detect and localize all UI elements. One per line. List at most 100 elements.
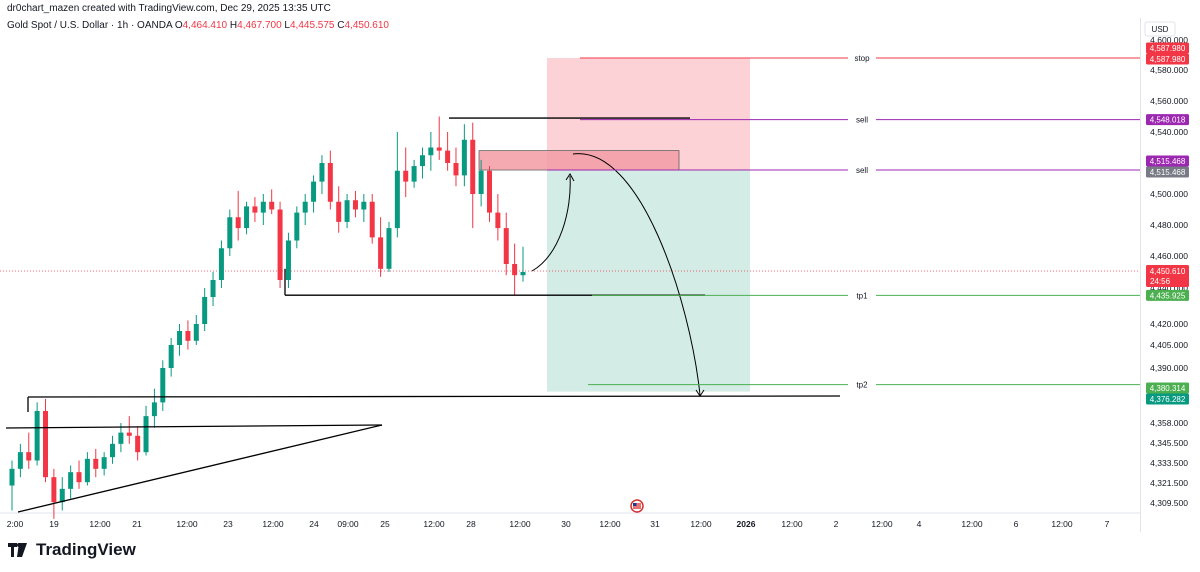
candle bbox=[227, 209, 233, 256]
candle-body bbox=[244, 206, 250, 229]
candle bbox=[470, 122, 476, 229]
candle bbox=[285, 232, 291, 288]
tp2-price-tag: 4,380.314 bbox=[1150, 384, 1186, 393]
symbol-header: Gold Spot / U.S. Dollar · 1h · OANDA O4,… bbox=[7, 20, 389, 31]
candle-body bbox=[59, 488, 65, 503]
candle bbox=[369, 194, 375, 244]
current-price-tag: 4,450.610 bbox=[1150, 267, 1186, 276]
candle bbox=[419, 147, 425, 179]
candle bbox=[185, 320, 191, 350]
candle-body bbox=[470, 139, 476, 194]
candle-body bbox=[378, 237, 384, 269]
chart-credit: dr0chart_mazen created with TradingView.… bbox=[7, 3, 331, 14]
brand-name: TradingView bbox=[36, 540, 136, 559]
candle bbox=[336, 186, 342, 233]
candle bbox=[361, 194, 367, 222]
time-tick-label: 23 bbox=[223, 519, 233, 529]
candle-body bbox=[336, 201, 342, 222]
time-tick-label: 12:00 bbox=[509, 519, 531, 529]
time-tick-label: 19 bbox=[49, 519, 59, 529]
candle-body bbox=[260, 201, 266, 213]
time-tick-label: 31 bbox=[650, 519, 660, 529]
candle-body bbox=[478, 170, 484, 194]
symbol-title: Gold Spot / U.S. Dollar · 1h · OANDA bbox=[7, 20, 173, 31]
candle-body bbox=[151, 402, 157, 417]
candle bbox=[252, 197, 258, 222]
candle bbox=[118, 423, 124, 453]
candle-body bbox=[512, 264, 518, 276]
candle-body bbox=[143, 416, 149, 453]
candle-body bbox=[411, 166, 417, 182]
sell-level-2-label: sell bbox=[856, 166, 868, 175]
triangle-lower-line bbox=[17, 424, 383, 513]
sell-price-tag-2-bg bbox=[1146, 155, 1189, 167]
high-value: 4,467.700 bbox=[237, 20, 282, 31]
time-tick-label: 21 bbox=[132, 519, 142, 529]
entry-price-tag-bg bbox=[1146, 166, 1189, 178]
candle bbox=[135, 426, 141, 461]
candle bbox=[193, 315, 199, 345]
tp2-price-tag-bg bbox=[1146, 382, 1189, 394]
candle bbox=[378, 217, 384, 277]
candle bbox=[101, 452, 107, 476]
candle-body bbox=[419, 155, 425, 167]
candle-body bbox=[495, 212, 501, 229]
candle-body bbox=[84, 458, 90, 483]
time-tick-label: 12:00 bbox=[176, 519, 198, 529]
candle-body bbox=[193, 324, 199, 341]
stop-price-tag-bg bbox=[1146, 42, 1189, 54]
triangle-upper-line bbox=[5, 424, 383, 429]
arrow-head-down-icon bbox=[695, 389, 705, 397]
price-tick-label: 4,500.000 bbox=[1150, 189, 1188, 199]
candle-body bbox=[43, 410, 49, 478]
price-tick-label: 4,420.000 bbox=[1150, 319, 1188, 329]
candle-body bbox=[445, 150, 451, 163]
candle bbox=[17, 443, 23, 478]
candle-body bbox=[327, 163, 333, 202]
candle-body bbox=[93, 458, 99, 469]
candle-body bbox=[118, 432, 124, 444]
time-tick-label: 12:00 bbox=[781, 519, 803, 529]
candle-body bbox=[302, 201, 308, 213]
us-flag-event-icon bbox=[630, 499, 644, 513]
candle-body bbox=[386, 228, 392, 269]
candle bbox=[311, 175, 317, 213]
candle-body bbox=[168, 345, 174, 368]
candle bbox=[277, 201, 283, 288]
candle bbox=[478, 159, 484, 207]
open-value: 4,464.410 bbox=[182, 20, 228, 31]
candle bbox=[68, 465, 74, 499]
current-price-tag-bg bbox=[1146, 265, 1189, 288]
candle bbox=[411, 159, 417, 188]
target-price-tag-bg bbox=[1146, 393, 1189, 405]
low-label: L bbox=[284, 20, 290, 31]
candle-body bbox=[9, 468, 15, 486]
price-tick-label: 4,321.500 bbox=[1150, 478, 1188, 488]
arrow-head-up-icon bbox=[565, 173, 575, 182]
sell-price-tag-1: 4,548.018 bbox=[1150, 116, 1186, 125]
candle-body bbox=[294, 212, 300, 241]
candle-body bbox=[76, 472, 82, 483]
candle bbox=[352, 190, 358, 218]
candle bbox=[126, 416, 132, 444]
price-tick-label: 4,600.000 bbox=[1150, 35, 1188, 45]
candle-body bbox=[394, 170, 400, 229]
candle bbox=[84, 452, 90, 486]
time-tick-label: 4 bbox=[917, 519, 922, 529]
sell-price-tag-1-bg bbox=[1146, 114, 1189, 126]
price-tick-label: 4,440.000 bbox=[1150, 283, 1188, 293]
time-tick-label: 12:00 bbox=[262, 519, 284, 529]
projection-up-path bbox=[531, 175, 571, 272]
price-tick-label: 4,580.000 bbox=[1150, 65, 1188, 75]
candle-body bbox=[34, 410, 40, 461]
candle bbox=[327, 150, 333, 210]
time-tick-label: 28 bbox=[466, 519, 476, 529]
candle-body bbox=[235, 217, 241, 229]
tp1-level-label: tp1 bbox=[856, 291, 868, 300]
flag-canton bbox=[633, 503, 637, 506]
candle bbox=[168, 338, 174, 377]
low-value: 4,445.575 bbox=[289, 20, 335, 31]
candle bbox=[486, 166, 492, 222]
time-tick-label: 09:00 bbox=[337, 519, 359, 529]
